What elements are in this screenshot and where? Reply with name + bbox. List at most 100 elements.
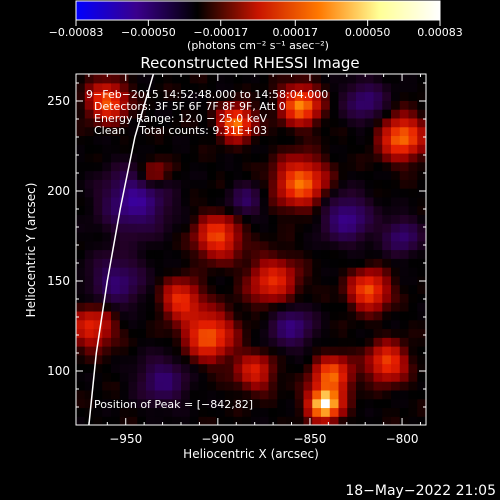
heatmap-cell [312, 363, 322, 373]
heatmap-cell [294, 407, 305, 417]
heatmap-cell [391, 293, 401, 303]
heatmap-cell [119, 293, 130, 303]
heatmap-cell [216, 310, 226, 321]
heatmap-cell [224, 267, 235, 277]
heatmap-cell [321, 363, 331, 373]
heatmap-cell [277, 117, 287, 128]
heatmap-cell [233, 144, 243, 154]
heatmap-cell [286, 214, 296, 224]
heatmap-cell [76, 144, 86, 154]
heatmap-cell [364, 328, 375, 338]
heatmap-cell [216, 407, 226, 417]
heatmap-cell [242, 363, 252, 373]
heatmap-cell [146, 275, 156, 286]
heatmap-cell [356, 82, 366, 93]
heatmap-cell [111, 354, 121, 365]
heatmap-cell [338, 100, 348, 110]
heatmap-cell [242, 389, 252, 400]
heatmap-cell [128, 275, 138, 286]
heatmap-cell [207, 275, 217, 286]
heatmap-cell [163, 188, 173, 198]
heatmap-cell [294, 188, 305, 198]
heatmap-cell [399, 188, 410, 198]
heatmap-cell [84, 152, 95, 163]
heatmap-cell [198, 74, 208, 84]
heatmap-cell [382, 319, 392, 330]
heatmap-cell [286, 275, 296, 286]
heatmap-cell [76, 117, 86, 128]
heatmap-cell [347, 188, 357, 198]
heatmap-cell [303, 293, 313, 303]
heatmap-cell [338, 389, 348, 400]
heatmap-cell [207, 407, 217, 417]
heatmap-cell [417, 135, 426, 145]
heatmap-cell [163, 240, 173, 251]
heatmap-cell [224, 223, 235, 233]
heatmap-cell [181, 258, 191, 268]
heatmap-cell [93, 389, 103, 400]
heatmap-cell [76, 389, 86, 400]
heatmap-cell [259, 249, 270, 259]
heatmap-cell [303, 223, 313, 233]
heatmap-cell [102, 196, 112, 207]
heatmap-cell [364, 319, 375, 330]
heatmap-cell [251, 188, 261, 198]
heatmap-cell [303, 205, 313, 216]
heatmap-cell [76, 372, 86, 382]
heatmap-cell [251, 258, 261, 268]
heatmap-cell [146, 293, 156, 303]
heatmap-cell [76, 354, 86, 365]
heatmap-cell [128, 117, 138, 128]
heatmap-cell [128, 231, 138, 242]
heatmap-cell [93, 267, 103, 277]
heatmap-cell [259, 188, 270, 198]
heatmap-cell [216, 258, 226, 268]
heatmap-cell [399, 161, 410, 172]
heatmap-cell [373, 284, 383, 294]
heatmap-cell [417, 144, 426, 154]
heatmap-cell [312, 179, 322, 189]
heatmap-cell [347, 240, 357, 251]
heatmap-cell [373, 196, 383, 207]
heatmap-cell [251, 179, 261, 189]
heatmap-cell [364, 284, 375, 294]
heatmap-cell [119, 381, 130, 391]
heatmap-cell [259, 363, 270, 373]
heatmap-cell [76, 91, 86, 101]
heatmap-cell [347, 337, 357, 347]
heatmap-cell [224, 100, 235, 110]
heatmap-cell [224, 319, 235, 330]
heatmap-cell [408, 117, 418, 128]
heatmap-cell [364, 416, 375, 425]
heatmap-cell [76, 214, 86, 224]
heatmap-cell [207, 144, 217, 154]
heatmap-cell [312, 91, 322, 101]
heatmap-cell [356, 389, 366, 400]
heatmap-cell [181, 407, 191, 417]
heatmap-cell [338, 346, 348, 356]
heatmap-cell [181, 135, 191, 145]
heatmap-cell [111, 267, 121, 277]
heatmap-cell [119, 354, 130, 365]
heatmap-cell [146, 372, 156, 382]
heatmap-cell [154, 354, 165, 365]
plot-frame [75, 73, 427, 426]
heatmap-cell [303, 240, 313, 251]
heatmap-cell [111, 258, 121, 268]
heatmap-cell [364, 117, 375, 128]
heatmap-cell [277, 188, 287, 198]
heatmap-cell [242, 188, 252, 198]
heatmap-cell [259, 267, 270, 277]
heatmap-cell [233, 205, 243, 216]
heatmap-cell [251, 82, 261, 93]
heatmap-cell [224, 170, 235, 180]
heatmap-cell [207, 170, 217, 180]
heatmap-cell [294, 275, 305, 286]
heatmap-cell [119, 74, 130, 84]
heatmap-cell [102, 258, 112, 268]
heatmap-cell [373, 214, 383, 224]
heatmap-cell [216, 372, 226, 382]
heatmap-cell [146, 82, 156, 93]
heatmap-cell [102, 205, 112, 216]
heatmap-cell [321, 249, 331, 259]
